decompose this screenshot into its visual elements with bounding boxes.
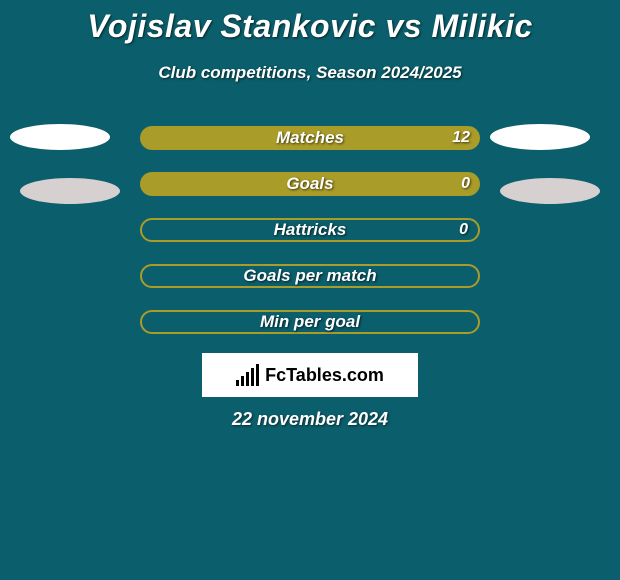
stat-label: Matches	[276, 128, 344, 148]
player-placeholder-ellipse	[490, 124, 590, 150]
logo-bars-icon	[236, 364, 259, 386]
stat-label: Goals	[286, 174, 333, 194]
snapshot-date: 22 november 2024	[0, 409, 620, 430]
stat-row: Goals 0	[140, 172, 480, 196]
stat-value: 12	[452, 129, 470, 147]
stat-label: Min per goal	[260, 312, 360, 332]
player-placeholder-ellipse	[500, 178, 600, 204]
stat-value: 0	[459, 221, 468, 239]
stat-label: Hattricks	[274, 220, 347, 240]
stat-row: Matches 12	[140, 126, 480, 150]
subtitle: Club competitions, Season 2024/2025	[0, 63, 620, 83]
logo-text: FcTables.com	[265, 365, 384, 386]
stat-value: 0	[461, 175, 470, 193]
stat-row: Min per goal	[140, 310, 480, 334]
stat-row: Hattricks 0	[140, 218, 480, 242]
player-placeholder-ellipse	[20, 178, 120, 204]
comparison-chart: Vojislav Stankovic vs Milikic Club compe…	[0, 0, 620, 580]
stat-label: Goals per match	[243, 266, 376, 286]
player-placeholder-ellipse	[10, 124, 110, 150]
stat-row: Goals per match	[140, 264, 480, 288]
page-title: Vojislav Stankovic vs Milikic	[0, 8, 620, 45]
fctables-logo: FcTables.com	[202, 353, 418, 397]
